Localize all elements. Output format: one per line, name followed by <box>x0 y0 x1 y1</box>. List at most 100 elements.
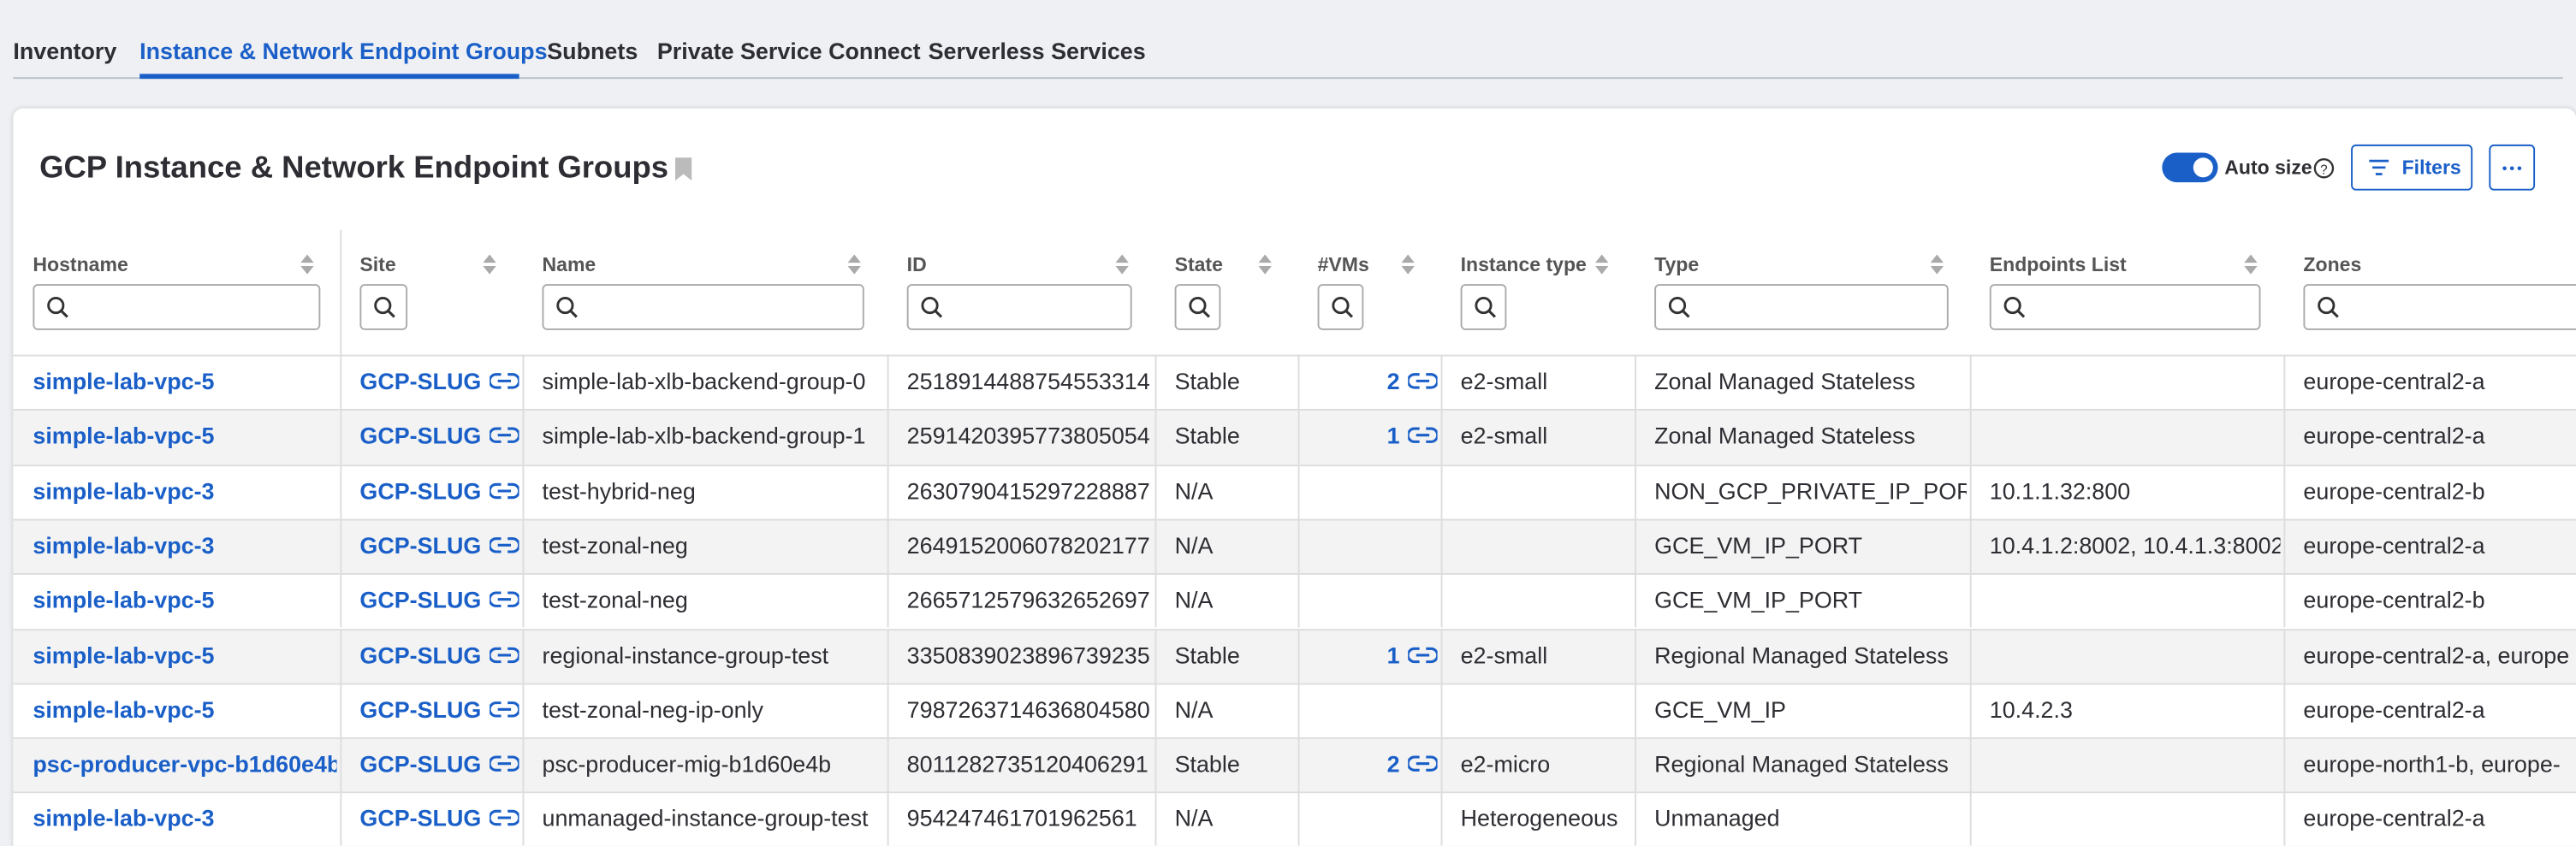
column-divider <box>887 355 889 410</box>
more-button[interactable] <box>2489 145 2535 191</box>
filter-input[interactable] <box>1461 284 1507 330</box>
sort-icon[interactable] <box>1402 253 1415 273</box>
sort-icon[interactable] <box>848 253 861 273</box>
tab[interactable]: Instance & Network Endpoint Groups <box>139 38 547 64</box>
cell-text[interactable]: 1 <box>1387 642 1400 668</box>
cell-link[interactable]: simple-lab-vpc-5 <box>33 410 336 464</box>
cell-text[interactable]: simple-lab-vpc-3 <box>33 805 214 831</box>
cell-link[interactable]: simple-lab-vpc-5 <box>33 355 336 409</box>
cell-link[interactable]: psc-producer-vpc-b1d60e4b <box>33 737 336 791</box>
cell-text[interactable]: simple-lab-vpc-3 <box>33 532 214 559</box>
cell-link[interactable]: simple-lab-vpc-5 <box>33 573 336 627</box>
cell-text[interactable]: simple-lab-vpc-5 <box>33 368 214 394</box>
cell-text[interactable]: GCP-SLUG <box>359 696 481 723</box>
cell-text: test-zonal-neg <box>543 587 688 613</box>
filter-input[interactable] <box>1318 284 1364 330</box>
sort-icon[interactable] <box>1931 253 1944 273</box>
table-cell: europe-central2-a <box>2303 518 2573 572</box>
cell-text: Stable <box>1175 642 1240 668</box>
cell-link[interactable]: GCP-SLUG <box>359 683 519 737</box>
cell-link[interactable]: 1 <box>1318 628 1438 682</box>
cell-text[interactable]: simple-lab-vpc-3 <box>33 477 214 504</box>
sort-icon[interactable] <box>1595 253 1608 273</box>
filter-input[interactable] <box>1654 284 1949 330</box>
filter-input[interactable] <box>33 284 320 330</box>
filter-input[interactable] <box>359 284 407 330</box>
column-divider <box>522 792 524 846</box>
bookmark-icon[interactable] <box>674 156 693 182</box>
cell-text[interactable]: 1 <box>1387 423 1400 449</box>
filters-button[interactable]: Filters <box>2351 145 2472 191</box>
filter-input[interactable] <box>2303 284 2576 330</box>
table-cell: N/A <box>1175 464 1295 518</box>
filter-input[interactable] <box>1990 284 2261 330</box>
cell-link[interactable]: GCP-SLUG <box>359 410 519 464</box>
cell-text: 2665712579632652697 <box>907 587 1150 613</box>
sort-icon[interactable] <box>300 253 313 273</box>
cell-text[interactable]: simple-lab-vpc-5 <box>33 642 214 668</box>
cell-text[interactable]: simple-lab-vpc-5 <box>33 423 214 449</box>
cell-text[interactable]: GCP-SLUG <box>359 532 481 559</box>
column-divider <box>522 573 524 628</box>
tab[interactable]: Inventory <box>13 38 116 64</box>
cell-link[interactable]: GCP-SLUG <box>359 628 519 682</box>
cell-link[interactable]: GCP-SLUG <box>359 518 519 572</box>
cell-text[interactable]: simple-lab-vpc-5 <box>33 587 214 613</box>
cell-text[interactable]: 2 <box>1387 750 1400 777</box>
cell-text[interactable]: psc-producer-vpc-b1d60e4b <box>33 750 336 777</box>
help-icon[interactable]: ? <box>2313 157 2335 179</box>
table-cell: e2-small <box>1461 355 1632 409</box>
cell-text[interactable]: GCP-SLUG <box>359 423 481 449</box>
cell-link[interactable]: 1 <box>1318 410 1438 464</box>
cell-link[interactable]: 2 <box>1318 737 1438 791</box>
sort-icon[interactable] <box>2244 253 2257 273</box>
cell-text[interactable]: GCP-SLUG <box>359 805 481 831</box>
table-cell: 8011282735120406291 <box>907 737 1152 791</box>
filter-input[interactable] <box>1175 284 1221 330</box>
cell-link[interactable]: GCP-SLUG <box>359 737 519 791</box>
tab[interactable]: Subnets <box>547 38 638 64</box>
column-divider <box>1970 355 1972 410</box>
column-divider <box>1441 573 1443 628</box>
cell-link[interactable]: simple-lab-vpc-3 <box>33 518 336 572</box>
column-divider <box>887 792 889 846</box>
cell-text[interactable]: GCP-SLUG <box>359 368 481 394</box>
cell-text[interactable]: GCP-SLUG <box>359 587 481 613</box>
cell-link[interactable]: GCP-SLUG <box>359 792 519 846</box>
cell-link[interactable]: simple-lab-vpc-3 <box>33 792 336 846</box>
sort-icon[interactable] <box>1258 253 1271 273</box>
table-cell: europe-north1-b, europe- <box>2303 737 2573 791</box>
table-cell: test-zonal-neg <box>543 573 884 627</box>
cell-link[interactable]: GCP-SLUG <box>359 573 519 627</box>
cell-link[interactable]: 2 <box>1318 355 1438 409</box>
filter-input[interactable] <box>543 284 864 330</box>
cell-text[interactable]: GCP-SLUG <box>359 477 481 504</box>
cell-link[interactable]: simple-lab-vpc-5 <box>33 628 336 682</box>
cell-text: e2-small <box>1461 642 1548 668</box>
cell-link[interactable]: simple-lab-vpc-3 <box>33 464 336 518</box>
column-divider <box>1298 573 1300 628</box>
cell-text[interactable]: 2 <box>1387 368 1400 394</box>
sort-icon[interactable] <box>1115 253 1128 273</box>
tab[interactable]: Private Service Connect <box>657 38 921 64</box>
cell-text: e2-small <box>1461 423 1548 449</box>
filter-input[interactable] <box>907 284 1132 330</box>
cell-link[interactable]: simple-lab-vpc-5 <box>33 683 336 737</box>
cell-text[interactable]: GCP-SLUG <box>359 642 481 668</box>
cell-text: 2630790415297228887 <box>907 477 1150 504</box>
cell-text[interactable]: GCP-SLUG <box>359 750 481 777</box>
table-cell: e2-small <box>1461 410 1632 464</box>
column-divider <box>1970 464 1972 518</box>
column-divider <box>2283 464 2285 518</box>
cell-text[interactable]: simple-lab-vpc-5 <box>33 696 214 723</box>
cell-text: europe-central2-a <box>2303 368 2484 394</box>
sort-icon[interactable] <box>483 253 496 273</box>
auto-size-toggle[interactable] <box>2162 153 2217 183</box>
cell-link[interactable]: GCP-SLUG <box>359 355 519 409</box>
cell-link[interactable]: GCP-SLUG <box>359 464 519 518</box>
tab[interactable]: Serverless Services <box>929 38 1146 64</box>
cell-text: europe-central2-b <box>2303 477 2484 504</box>
column-divider <box>2283 628 2285 683</box>
cell-text: test-zonal-neg-ip-only <box>543 696 763 723</box>
